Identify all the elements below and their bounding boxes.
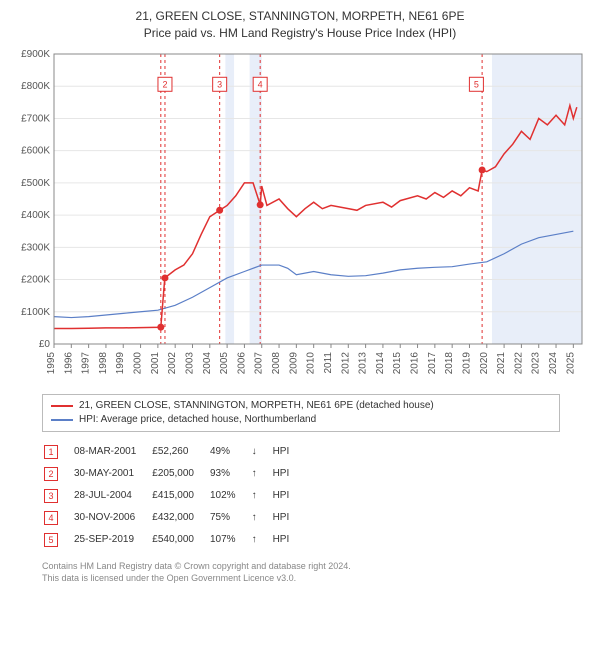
- svg-text:2013: 2013: [358, 351, 369, 374]
- svg-text:5: 5: [474, 79, 479, 89]
- table-row: 3 28-JUL-2004£415,000102%↑HPI: [44, 486, 303, 506]
- marker-box: 2: [44, 467, 58, 481]
- svg-text:£600K: £600K: [21, 145, 50, 156]
- arrow-icon: ↑: [252, 464, 271, 484]
- legend-item: 21, GREEN CLOSE, STANNINGTON, MORPETH, N…: [51, 399, 551, 413]
- svg-text:2002: 2002: [167, 351, 178, 374]
- footnote-line-1: Contains HM Land Registry data © Crown c…: [42, 561, 351, 571]
- marker-box: 1: [44, 445, 58, 459]
- tx-price: £52,260: [152, 442, 208, 462]
- tx-vs: HPI: [273, 508, 304, 528]
- svg-text:2020: 2020: [479, 351, 490, 374]
- tx-price: £540,000: [152, 530, 208, 550]
- svg-text:2024: 2024: [548, 351, 559, 374]
- marker-box: 4: [44, 511, 58, 525]
- transactions-table: 108-MAR-2001£52,26049%↓HPI230-MAY-2001£2…: [42, 440, 305, 552]
- svg-text:£400K: £400K: [21, 210, 50, 221]
- marker-box: 5: [44, 533, 58, 547]
- tx-price: £205,000: [152, 464, 208, 484]
- chart: £0 £100K £200K £300K £400K £500K £600K £700K £80…: [10, 48, 590, 388]
- svg-text:2004: 2004: [202, 351, 213, 374]
- svg-text:2019: 2019: [461, 351, 472, 374]
- svg-text:1998: 1998: [98, 351, 109, 374]
- svg-text:2003: 2003: [184, 351, 195, 374]
- tx-price: £432,000: [152, 508, 208, 528]
- tx-date: 30-MAY-2001: [74, 464, 150, 484]
- svg-text:2000: 2000: [133, 351, 144, 374]
- svg-text:1996: 1996: [63, 351, 74, 374]
- arrow-icon: ↑: [252, 508, 271, 528]
- table-row: 4 30-NOV-2006£432,00075%↑HPI: [44, 508, 303, 528]
- tx-vs: HPI: [273, 442, 304, 462]
- legend-swatch: [51, 419, 73, 421]
- tx-date: 25-SEP-2019: [74, 530, 150, 550]
- svg-text:3: 3: [217, 79, 222, 89]
- svg-text:£200K: £200K: [21, 274, 50, 285]
- svg-text:£700K: £700K: [21, 113, 50, 124]
- svg-text:2001: 2001: [150, 351, 161, 374]
- tx-vs: HPI: [273, 530, 304, 550]
- svg-text:£100K: £100K: [21, 306, 50, 317]
- page-container: 21, GREEN CLOSE, STANNINGTON, MORPETH, N…: [0, 0, 600, 591]
- svg-text:2005: 2005: [219, 351, 230, 374]
- tx-vs: HPI: [273, 464, 304, 484]
- svg-text:£300K: £300K: [21, 242, 50, 253]
- svg-text:2017: 2017: [427, 351, 438, 374]
- svg-text:2008: 2008: [271, 351, 282, 374]
- tx-pct: 49%: [210, 442, 250, 462]
- legend: 21, GREEN CLOSE, STANNINGTON, MORPETH, N…: [42, 394, 560, 432]
- svg-text:2021: 2021: [496, 351, 507, 374]
- svg-text:2010: 2010: [306, 351, 317, 374]
- legend-item: HPI: Average price, detached house, Nort…: [51, 413, 551, 427]
- title-line-1: 21, GREEN CLOSE, STANNINGTON, MORPETH, N…: [136, 9, 465, 23]
- svg-text:2009: 2009: [288, 351, 299, 374]
- svg-text:2007: 2007: [254, 351, 265, 374]
- tx-pct: 102%: [210, 486, 250, 506]
- legend-swatch: [51, 405, 73, 407]
- arrow-icon: ↓: [252, 442, 271, 462]
- tx-date: 30-NOV-2006: [74, 508, 150, 528]
- svg-text:2011: 2011: [323, 351, 334, 373]
- svg-text:2025: 2025: [565, 351, 576, 374]
- svg-text:2016: 2016: [410, 351, 421, 374]
- table-row: 2 30-MAY-2001£205,00093%↑HPI: [44, 464, 303, 484]
- chart-title: 21, GREEN CLOSE, STANNINGTON, MORPETH, N…: [10, 8, 590, 42]
- svg-text:1997: 1997: [81, 351, 92, 374]
- svg-text:£500K: £500K: [21, 177, 50, 188]
- svg-text:£900K: £900K: [21, 49, 50, 60]
- tx-vs: HPI: [273, 486, 304, 506]
- svg-text:£800K: £800K: [21, 81, 50, 92]
- footnote: Contains HM Land Registry data © Crown c…: [42, 560, 590, 585]
- svg-text:1995: 1995: [46, 351, 57, 374]
- svg-text:1999: 1999: [115, 351, 126, 374]
- tx-pct: 107%: [210, 530, 250, 550]
- chart-svg: £0 £100K £200K £300K £400K £500K £600K £700K £80…: [10, 48, 590, 388]
- arrow-icon: ↑: [252, 486, 271, 506]
- tx-price: £415,000: [152, 486, 208, 506]
- arrow-icon: ↑: [252, 530, 271, 550]
- svg-text:2014: 2014: [375, 351, 386, 374]
- marker-box: 3: [44, 489, 58, 503]
- tx-pct: 75%: [210, 508, 250, 528]
- footnote-line-2: This data is licensed under the Open Gov…: [42, 573, 296, 583]
- legend-label: HPI: Average price, detached house, Nort…: [79, 413, 316, 427]
- svg-text:2022: 2022: [513, 351, 524, 374]
- svg-text:2012: 2012: [340, 351, 351, 374]
- table-row: 5 25-SEP-2019£540,000107%↑HPI: [44, 530, 303, 550]
- table-row: 1 08-MAR-2001£52,26049%↓HPI: [44, 442, 303, 462]
- svg-text:4: 4: [258, 79, 263, 89]
- svg-text:2006: 2006: [236, 351, 247, 374]
- tx-date: 28-JUL-2004: [74, 486, 150, 506]
- legend-label: 21, GREEN CLOSE, STANNINGTON, MORPETH, N…: [79, 399, 434, 413]
- svg-text:£0: £0: [39, 339, 51, 350]
- tx-date: 08-MAR-2001: [74, 442, 150, 462]
- svg-text:2023: 2023: [531, 351, 542, 374]
- tx-pct: 93%: [210, 464, 250, 484]
- svg-text:2015: 2015: [392, 351, 403, 374]
- title-line-2: Price paid vs. HM Land Registry's House …: [144, 26, 456, 40]
- svg-text:2: 2: [162, 79, 167, 89]
- svg-text:2018: 2018: [444, 351, 455, 374]
